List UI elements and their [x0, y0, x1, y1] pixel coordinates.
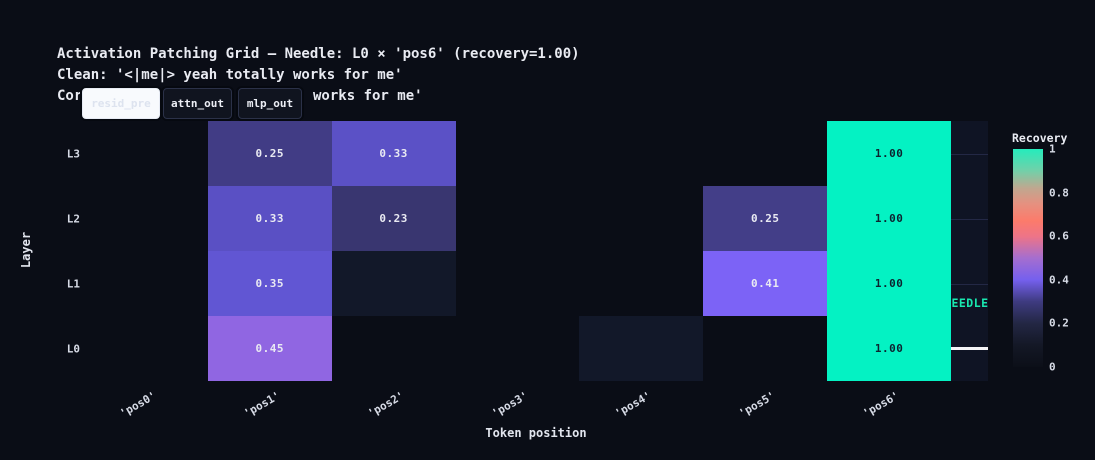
x-tick-label: 'pos3' — [489, 389, 530, 421]
x-tick-label: 'pos5' — [736, 389, 778, 421]
heatmap-cell — [579, 251, 704, 316]
colorbar-gradient — [1013, 149, 1043, 367]
heatmap-cell — [579, 186, 704, 251]
heatmap-cell: 0.25 — [703, 186, 828, 251]
heatmap-cell-value: 1.00 — [874, 147, 904, 160]
heatmap-cell — [84, 251, 208, 316]
heatmap-cell — [84, 121, 208, 186]
x-tick-label: 'pos1' — [241, 389, 283, 421]
corrupted-prompt-line-prefix: Cor — [57, 88, 83, 104]
heatmap-cell — [331, 251, 456, 316]
y-tick-label: L0 — [66, 342, 80, 355]
heatmap-cell — [455, 186, 580, 251]
x-tick-label: 'pos2' — [365, 389, 407, 421]
heatmap-cell — [579, 121, 704, 186]
heatmap-cell: 1.00 — [827, 186, 952, 251]
tab-mlp-out[interactable]: mlp_out — [238, 88, 302, 119]
heatmap-cell — [84, 186, 208, 251]
heatmap-cell-value: 1.00 — [874, 342, 904, 355]
heatmap-cell: 0.41 — [703, 251, 828, 316]
x-axis-title: Token position — [485, 426, 587, 440]
y-tick-label: L1 — [66, 277, 80, 290]
heatmap-cell — [703, 121, 828, 186]
heatmap-cell-value: 1.00 — [874, 277, 904, 290]
needle-annotation: NEEDLE — [944, 296, 989, 310]
x-tick-label: 'pos0' — [117, 389, 159, 421]
heatmap-plot-area: NEEDLE 0.25 0.33 1.00 0.33 0.23 0.25 1.00 0.35 0… — [84, 121, 988, 381]
heatmap-cell-value: 0.25 — [750, 212, 780, 225]
tab-attn-out[interactable]: attn_out — [163, 88, 232, 119]
heatmap-cell — [579, 316, 704, 381]
heatmap-cell: 0.33 — [207, 186, 332, 251]
heatmap-cell: 0.25 — [207, 121, 332, 186]
clean-prompt-line: Clean: '<|me|> yeah totally works for me… — [57, 67, 403, 83]
heatmap-cell — [455, 121, 580, 186]
heatmap-cell-value: 0.33 — [255, 212, 285, 225]
heatmap-cell: 1.00 — [827, 251, 952, 316]
heatmap-cell: 0.35 — [207, 251, 332, 316]
y-tick-label: L3 — [66, 147, 80, 160]
heatmap-cell: 0.45 — [207, 316, 332, 381]
heatmap-cell-value: 0.45 — [255, 342, 285, 355]
heatmap-cell — [331, 316, 456, 381]
x-tick-label: 'pos4' — [612, 389, 654, 421]
heatmap-cell-value: 0.35 — [255, 277, 285, 290]
tab-resid-pre[interactable]: resid_pre — [82, 88, 160, 119]
colorbar-tick-label: 0.8 — [1049, 186, 1069, 200]
y-tick-label: L2 — [66, 212, 80, 225]
heatmap-cell-value: 1.00 — [874, 212, 904, 225]
heatmap-cell: 0.23 — [331, 186, 456, 251]
heatmap-cell: 1.00 — [827, 121, 952, 186]
colorbar-title: Recovery — [1012, 131, 1068, 145]
heatmap-cell-value: 0.41 — [750, 277, 780, 290]
colorbar-tick-label: 0.2 — [1049, 316, 1069, 330]
heatmap-cell-value: 0.25 — [255, 147, 285, 160]
heatmap-cell — [84, 316, 208, 381]
colorbar-tick-label: 0.6 — [1049, 229, 1069, 243]
colorbar-tick-label: 1 — [1049, 142, 1056, 156]
y-axis-title: Layer — [19, 231, 33, 269]
heatmap-cell — [703, 316, 828, 381]
tab-resid-pre-label: resid_pre — [91, 97, 151, 110]
tab-mlp-out-label: mlp_out — [246, 97, 294, 110]
corrupted-prompt-line-suffix: works for me' — [313, 88, 423, 104]
heatmap-cell: 0.33 — [331, 121, 456, 186]
heatmap-cell-value: 0.23 — [379, 212, 408, 225]
tab-attn-out-label: attn_out — [171, 97, 224, 110]
heatmap-cell-value: 0.33 — [379, 147, 408, 160]
chart-title: Activation Patching Grid — Needle: L0 × … — [57, 46, 580, 62]
x-tick-label: 'pos6' — [860, 389, 902, 421]
heatmap-cell — [455, 251, 580, 316]
heatmap-cell — [455, 316, 580, 381]
colorbar-tick-label: 0 — [1049, 360, 1056, 374]
colorbar-tick-label: 0.4 — [1049, 273, 1069, 287]
heatmap-cell: 1.00 — [827, 316, 952, 381]
